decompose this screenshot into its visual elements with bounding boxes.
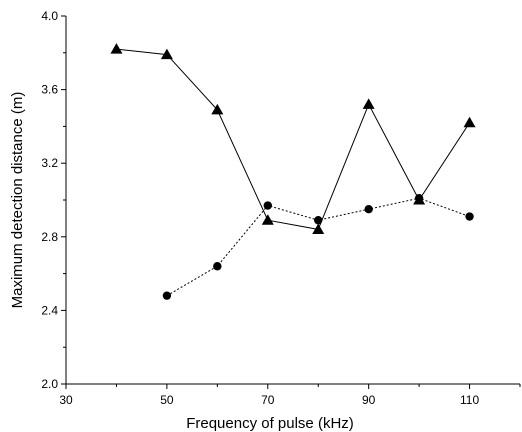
triangle-marker (211, 103, 224, 115)
circle-marker (364, 205, 373, 214)
series-line (116, 48, 471, 230)
triangle-marker (110, 43, 123, 54)
circle-marker (414, 193, 424, 203)
triangle-marker (261, 214, 274, 225)
triangle-marker (312, 223, 325, 234)
x-tick-label: 90 (362, 393, 376, 407)
x-tick-label: 70 (261, 393, 275, 407)
circle-marker (263, 201, 272, 210)
y-ticks: 2.0 2.4 2.8 3.2 3.6 4.0 (41, 9, 66, 391)
y-tick-label: 3.6 (41, 83, 58, 97)
x-tick-label: 30 (59, 393, 73, 407)
x-tick-label: 50 (160, 393, 174, 407)
circle-marker (162, 291, 172, 300)
x-axis-title: Frequency of pulse (kHz) (186, 415, 354, 432)
triangle-marker (362, 98, 375, 109)
y-tick-label: 2.4 (41, 303, 58, 317)
y-tick-label: 4.0 (41, 9, 58, 23)
y-tick-label: 3.2 (41, 156, 58, 170)
triangle-marker (463, 116, 476, 128)
circle-marker (465, 212, 474, 221)
series-line (166, 197, 470, 297)
x-tick-label: 110 (460, 393, 479, 407)
series-2 (162, 193, 474, 300)
series-1 (110, 43, 476, 234)
circle-marker (213, 262, 222, 271)
triangle-marker (160, 48, 173, 60)
series-layer (110, 43, 476, 300)
circle-marker (314, 216, 323, 225)
x-ticks: 30 50 70 90 110 (59, 384, 521, 407)
y-tick-label: 2.0 (41, 377, 58, 391)
y-axis-title: Maximum detection distance (m) (9, 92, 26, 309)
y-tick-label: 2.8 (41, 230, 58, 244)
axes (65, 16, 520, 385)
